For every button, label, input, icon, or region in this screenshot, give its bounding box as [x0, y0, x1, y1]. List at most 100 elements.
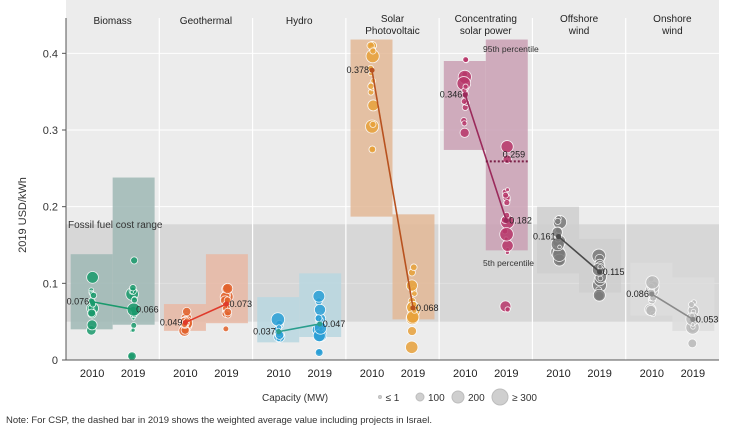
project-dot — [405, 340, 419, 354]
project-dot — [554, 217, 562, 225]
project-dot — [87, 308, 97, 318]
project-dot — [86, 319, 98, 331]
category-header-line: wind — [568, 26, 590, 37]
project-dot — [499, 227, 514, 242]
project-dot — [410, 263, 418, 272]
value-label: 0.086 — [626, 289, 649, 299]
average-marker — [317, 321, 323, 327]
project-dot — [688, 301, 695, 308]
project-dot — [222, 325, 230, 333]
project-dot — [502, 154, 512, 164]
average-marker — [410, 305, 416, 311]
value-label: 0.378 — [346, 65, 369, 75]
project-dot — [459, 127, 470, 138]
category-header: Concentrating solar power — [455, 14, 517, 37]
project-dot — [597, 264, 603, 270]
value-label: 0.066 — [136, 304, 159, 314]
x-tick-label: 2019 — [214, 368, 238, 380]
average-marker — [649, 291, 655, 297]
category-header-line: Concentrating — [455, 14, 517, 25]
x-tick-label: 2010 — [546, 368, 570, 380]
category-header-line: Geothermal — [180, 16, 232, 27]
project-dot — [504, 306, 511, 313]
category-header: Geothermal — [180, 16, 232, 27]
project-dot — [129, 284, 137, 292]
project-dot — [592, 288, 606, 302]
average-line — [185, 303, 227, 324]
average-marker — [182, 319, 189, 326]
legend-size-marker — [415, 392, 425, 402]
fossil-range-label: Fossil fuel cost range — [68, 220, 163, 231]
project-dot — [130, 256, 139, 265]
y-axis-title: 2019 USD/kWh — [17, 177, 29, 253]
project-dot — [223, 307, 233, 317]
category-header-line: Solar — [381, 14, 405, 25]
category-header-line: solar power — [460, 26, 512, 37]
category-header-line: Onshore — [653, 14, 692, 25]
average-lines — [89, 67, 696, 335]
x-tick-label: 2010 — [80, 368, 104, 380]
value-label: 0.047 — [323, 319, 346, 329]
x-axis: 2010 2019 2010 2019 2010 2019 2010 2019 2010 2019… — [66, 359, 719, 380]
value-label: 0.037 — [253, 327, 276, 337]
project-dot — [557, 244, 562, 250]
project-dot — [89, 291, 98, 300]
project-dot — [270, 312, 285, 327]
average-marker — [89, 299, 95, 305]
legend: ≤ 1 100 200 ≥ 300 — [378, 388, 537, 406]
x-tick-label: 2019 — [121, 368, 145, 380]
average-marker — [555, 233, 562, 240]
y-tick-label: 0.1 — [43, 278, 58, 290]
y-axis: 0 0.1 0.2 0.3 0.4 — [43, 18, 67, 367]
category-header: Biomass — [93, 16, 131, 27]
project-dot — [500, 140, 514, 154]
project-dot — [368, 145, 377, 154]
project-dot — [501, 239, 514, 252]
category-header: Hydro — [286, 16, 313, 27]
category-header: Onshore wind — [653, 14, 692, 37]
average-line — [278, 323, 320, 333]
value-label: 0.053 — [696, 314, 719, 324]
project-dot — [182, 306, 192, 317]
y-tick-label: 0.3 — [43, 125, 58, 137]
x-tick-label: 2019 — [494, 368, 518, 380]
category-header-line: Offshore — [560, 14, 599, 25]
technology-dividers — [158, 18, 627, 360]
category-header: Solar Photovoltaic — [365, 14, 419, 37]
p95-annotation: 95th percentile — [483, 44, 539, 54]
category-header-line: wind — [661, 26, 683, 37]
legend-size-label: ≤ 1 — [386, 393, 400, 404]
category-header: Offshore wind — [560, 14, 599, 37]
x-tick-label: 2010 — [453, 368, 477, 380]
value-label: 0.068 — [416, 303, 439, 313]
project-dot — [369, 120, 377, 128]
y-tick-label: 0 — [52, 355, 58, 367]
project-dot — [130, 322, 138, 329]
average-marker — [276, 329, 282, 335]
x-tick-label: 2010 — [640, 368, 664, 380]
average-line — [558, 235, 601, 273]
average-marker — [369, 67, 375, 73]
project-dot — [130, 296, 138, 304]
project-dot — [314, 314, 323, 323]
project-dot — [411, 290, 418, 297]
project-dot — [312, 289, 326, 303]
project-dot — [314, 348, 324, 357]
project-dot — [130, 327, 136, 333]
y-tick-label: 0.4 — [43, 48, 58, 60]
category-header-line: Photovoltaic — [365, 26, 419, 37]
x-tick-label: 2010 — [360, 368, 384, 380]
value-label: 0.346 — [440, 90, 463, 100]
average-marker — [223, 301, 230, 307]
average-marker — [503, 217, 509, 224]
project-dot — [461, 120, 468, 127]
average-line — [371, 70, 414, 309]
value-label: 0.161 — [533, 232, 556, 242]
project-dot — [645, 304, 657, 316]
project-dot — [369, 47, 377, 55]
x-tick-label: 2019 — [307, 368, 331, 380]
x-tick-label: 2010 — [266, 368, 290, 380]
category-headers: Biomass Geothermal Hydro Solar Photovoltaic C… — [93, 14, 692, 37]
